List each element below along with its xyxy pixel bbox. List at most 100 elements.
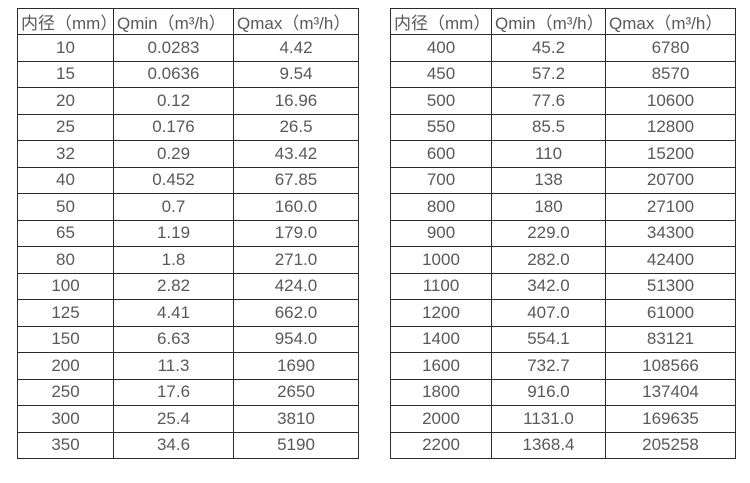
table-row: 1200 407.0 61000 bbox=[390, 299, 736, 327]
qmax-cell: 2650 bbox=[233, 378, 359, 406]
qmax-cell: 271.0 bbox=[233, 246, 359, 274]
qmin-cell: 57.2 bbox=[491, 60, 606, 88]
qmin-cell: 282.0 bbox=[491, 246, 606, 274]
qmin-cell: 0.176 bbox=[113, 113, 234, 141]
table-row: 2200 1368.4 205258 bbox=[390, 431, 736, 459]
diameter-cell: 125 bbox=[17, 299, 114, 327]
column-header-qmax: Qmax（m³/h） bbox=[605, 8, 736, 35]
qmin-cell: 45.2 bbox=[491, 34, 606, 62]
qmin-cell: 6.63 bbox=[113, 325, 234, 353]
qmax-cell: 954.0 bbox=[233, 325, 359, 353]
table-row: 100 2.82 424.0 bbox=[17, 272, 359, 300]
table-row: 400 45.2 6780 bbox=[390, 34, 736, 62]
diameter-cell: 200 bbox=[17, 352, 114, 380]
table-body: 400 45.2 6780 450 57.2 8570 500 77.6 10600 550 85.… bbox=[390, 34, 736, 459]
table-row: 1600 732.7 108566 bbox=[390, 352, 736, 380]
qmax-cell: 16.96 bbox=[233, 87, 359, 115]
qmin-cell: 0.29 bbox=[113, 140, 234, 168]
table-row: 15 0.0636 9.54 bbox=[17, 60, 359, 88]
table-row: 2000 1131.0 169635 bbox=[390, 405, 736, 433]
qmax-cell: 43.42 bbox=[233, 140, 359, 168]
qmin-cell: 34.6 bbox=[113, 431, 234, 459]
table-row: 65 1.19 179.0 bbox=[17, 219, 359, 247]
table-row: 1100 342.0 51300 bbox=[390, 272, 736, 300]
qmin-cell: 4.41 bbox=[113, 299, 234, 327]
diameter-cell: 550 bbox=[390, 113, 492, 141]
qmin-cell: 138 bbox=[491, 166, 606, 194]
diameter-cell: 100 bbox=[17, 272, 114, 300]
qmin-cell: 110 bbox=[491, 140, 606, 168]
qmax-cell: 12800 bbox=[605, 113, 736, 141]
table-row: 600 110 15200 bbox=[390, 140, 736, 168]
diameter-cell: 600 bbox=[390, 140, 492, 168]
qmax-cell: 27100 bbox=[605, 193, 736, 221]
table-row: 450 57.2 8570 bbox=[390, 60, 736, 88]
qmax-cell: 67.85 bbox=[233, 166, 359, 194]
qmax-cell: 51300 bbox=[605, 272, 736, 300]
qmin-cell: 342.0 bbox=[491, 272, 606, 300]
diameter-cell: 25 bbox=[17, 113, 114, 141]
qmax-cell: 10600 bbox=[605, 87, 736, 115]
qmin-cell: 1131.0 bbox=[491, 405, 606, 433]
qmin-cell: 17.6 bbox=[113, 378, 234, 406]
diameter-cell: 80 bbox=[17, 246, 114, 274]
qmin-cell: 0.0283 bbox=[113, 34, 234, 62]
qmax-cell: 15200 bbox=[605, 140, 736, 168]
table-row: 25 0.176 26.5 bbox=[17, 113, 359, 141]
qmin-cell: 11.3 bbox=[113, 352, 234, 380]
qmax-cell: 1690 bbox=[233, 352, 359, 380]
table-row: 50 0.7 160.0 bbox=[17, 193, 359, 221]
qmin-cell: 554.1 bbox=[491, 325, 606, 353]
diameter-cell: 150 bbox=[17, 325, 114, 353]
diameter-cell: 10 bbox=[17, 34, 114, 62]
diameter-cell: 2000 bbox=[390, 405, 492, 433]
diameter-cell: 1100 bbox=[390, 272, 492, 300]
diameter-cell: 15 bbox=[17, 60, 114, 88]
qmax-cell: 83121 bbox=[605, 325, 736, 353]
flow-spec-tables: 内径（mm） Qmin（m³/h） Qmax（m³/h） 10 0.0283 4.42 1… bbox=[17, 8, 736, 459]
diameter-cell: 32 bbox=[17, 140, 114, 168]
qmax-cell: 9.54 bbox=[233, 60, 359, 88]
table-row: 550 85.5 12800 bbox=[390, 113, 736, 141]
qmax-cell: 662.0 bbox=[233, 299, 359, 327]
qmax-cell: 424.0 bbox=[233, 272, 359, 300]
qmax-cell: 34300 bbox=[605, 219, 736, 247]
flow-spec-table-small-diameters: 内径（mm） Qmin（m³/h） Qmax（m³/h） 10 0.0283 4.42 1… bbox=[17, 8, 359, 459]
table-row: 32 0.29 43.42 bbox=[17, 140, 359, 168]
qmax-cell: 6780 bbox=[605, 34, 736, 62]
qmin-cell: 2.82 bbox=[113, 272, 234, 300]
qmin-cell: 1368.4 bbox=[491, 431, 606, 459]
diameter-cell: 40 bbox=[17, 166, 114, 194]
qmax-cell: 61000 bbox=[605, 299, 736, 327]
table-row: 250 17.6 2650 bbox=[17, 378, 359, 406]
column-header-qmin: Qmin（m³/h） bbox=[113, 8, 234, 35]
table-row: 1000 282.0 42400 bbox=[390, 246, 736, 274]
qmax-cell: 169635 bbox=[605, 405, 736, 433]
table-row: 125 4.41 662.0 bbox=[17, 299, 359, 327]
diameter-cell: 500 bbox=[390, 87, 492, 115]
diameter-cell: 350 bbox=[17, 431, 114, 459]
qmax-cell: 5190 bbox=[233, 431, 359, 459]
table-row: 700 138 20700 bbox=[390, 166, 736, 194]
qmax-cell: 160.0 bbox=[233, 193, 359, 221]
diameter-cell: 1600 bbox=[390, 352, 492, 380]
diameter-cell: 65 bbox=[17, 219, 114, 247]
diameter-cell: 1200 bbox=[390, 299, 492, 327]
qmin-cell: 0.0636 bbox=[113, 60, 234, 88]
qmin-cell: 180 bbox=[491, 193, 606, 221]
table-header-row: 内径（mm） Qmin（m³/h） Qmax（m³/h） bbox=[17, 8, 359, 35]
table-row: 500 77.6 10600 bbox=[390, 87, 736, 115]
column-header-diameter: 内径（mm） bbox=[17, 8, 114, 35]
qmin-cell: 229.0 bbox=[491, 219, 606, 247]
table-row: 350 34.6 5190 bbox=[17, 431, 359, 459]
qmin-cell: 916.0 bbox=[491, 378, 606, 406]
diameter-cell: 400 bbox=[390, 34, 492, 62]
table-row: 1400 554.1 83121 bbox=[390, 325, 736, 353]
diameter-cell: 1400 bbox=[390, 325, 492, 353]
diameter-cell: 900 bbox=[390, 219, 492, 247]
diameter-cell: 20 bbox=[17, 87, 114, 115]
qmin-cell: 85.5 bbox=[491, 113, 606, 141]
qmax-cell: 205258 bbox=[605, 431, 736, 459]
column-header-qmin: Qmin（m³/h） bbox=[491, 8, 606, 35]
qmax-cell: 42400 bbox=[605, 246, 736, 274]
